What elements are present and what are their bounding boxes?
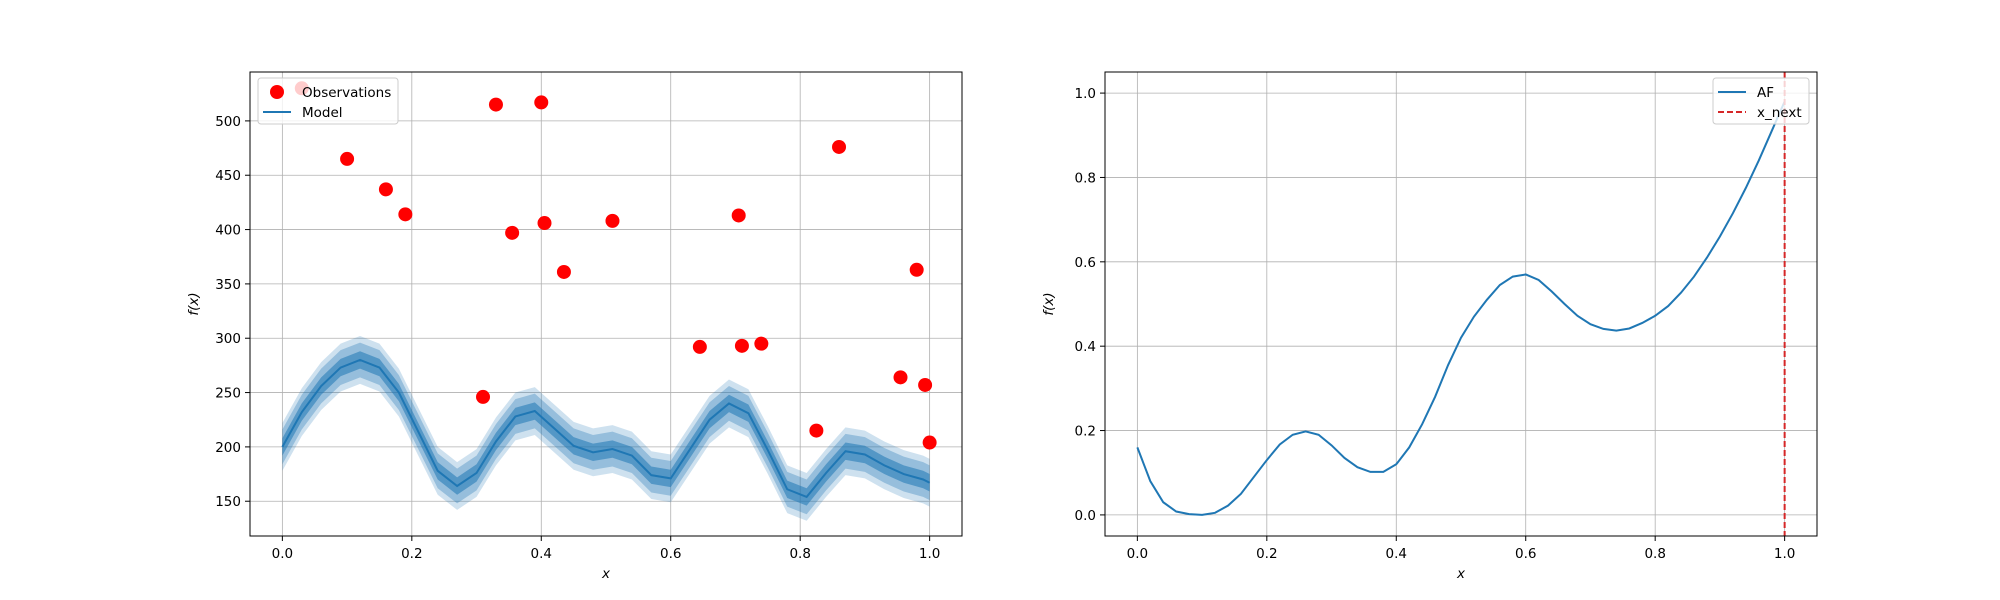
observation-point [537,216,552,231]
legend-observations-label: Observations [302,85,391,101]
right-x-tick-label: 0.8 [1644,546,1665,562]
observation-point [731,208,746,223]
observation-point [893,370,908,385]
right-y-tick-label: 0.2 [1075,424,1096,440]
left-x-tick-label: 0.8 [789,546,810,562]
right-af-line [1136,101,1786,516]
right-x-tick-label: 0.6 [1515,546,1536,562]
right-y-tick-label: 0.6 [1075,255,1096,271]
observation-point [340,151,355,166]
observation-point [534,95,549,110]
left-y-tick-label: 200 [215,440,241,456]
observation-point [734,338,749,353]
left-model-line [281,358,931,499]
left-y-tick-label: 150 [215,494,241,510]
observation-point [476,389,491,404]
right-plot-panel: 0.0 0.2 0.4 0.6 0.8 1.0 0.00.20.40.60.81.0 x … [1041,71,1818,582]
left-x-tick-label: 0.2 [401,546,422,562]
right-y-tick-label: 0.4 [1075,339,1096,355]
observation-point [918,377,933,392]
observation-point [605,213,620,228]
observation-point [754,336,769,351]
left-x-tick-label: 0.6 [660,546,681,562]
left-x-tick-label: 0.0 [272,546,293,562]
model-uncertainty-band [282,351,930,506]
left-plot-panel: 0.0 0.2 0.4 0.6 0.8 1.0 150 200 250 300 350 400 450… [186,71,963,582]
observation-point [909,262,924,277]
left-y-tick-label: 400 [215,223,241,239]
right-y-tick-label: 0.8 [1075,170,1096,186]
left-plot-frame [249,71,963,537]
left-legend-box [257,77,399,125]
left-y-tick-label: 250 [215,386,241,402]
right-legend: AF x_next [1712,77,1810,125]
left-x-tick-label: 0.4 [531,546,552,562]
legend-model-label: Model [302,105,343,121]
right-y-tick-label: 1.0 [1075,86,1096,102]
right-x-axis-label: x [1456,566,1466,582]
left-y-tick-label: 450 [215,168,241,184]
legend-x-next-label: x_next [1757,105,1802,121]
observation-point [398,207,413,222]
left-y-tick-label: 350 [215,277,241,293]
observation-point [922,435,937,450]
observation-point [488,97,503,112]
left-x-axis-label: x [601,566,611,582]
observation-point [505,225,520,240]
right-x-tick-label: 0.4 [1386,546,1407,562]
right-x-tick-label: 0.2 [1256,546,1277,562]
observation-point [378,182,393,197]
left-x-tick-label: 1.0 [919,546,940,562]
legend-observations-marker [270,85,284,99]
right-x-tick-label: 1.0 [1774,546,1795,562]
left-y-axis-label: f(x) [186,292,202,315]
right-x-tick-label: 0.0 [1127,546,1148,562]
left-legend: Observations Model [257,77,399,125]
observation-point [809,423,824,438]
observation-point [832,139,847,154]
observation-point [692,339,707,354]
legend-af-label: AF [1757,85,1774,101]
observation-point [556,264,571,279]
right-y-tick-label: 0.0 [1075,508,1096,524]
left-y-tick-label: 500 [215,114,241,130]
right-y-axis-label: f(x) [1041,292,1057,315]
right-plot-frame [1104,71,1818,537]
left-y-tick-label: 300 [215,331,241,347]
